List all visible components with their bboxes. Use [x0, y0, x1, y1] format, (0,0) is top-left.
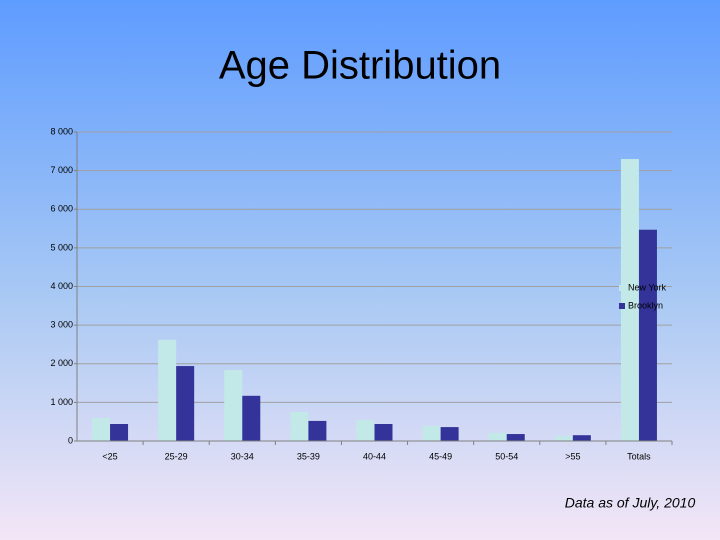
y-tick-label: 8 000 [50, 126, 73, 136]
bar [506, 434, 525, 441]
y-tick-label: 4 000 [50, 281, 73, 291]
y-tick-label: 0 [68, 435, 73, 445]
y-tick-label: 6 000 [50, 204, 73, 214]
bar [176, 366, 195, 441]
bar [488, 432, 507, 441]
bar [308, 420, 327, 441]
bar [356, 420, 375, 441]
legend-swatch [619, 303, 625, 309]
bar [110, 424, 129, 441]
x-tick-label: 50-54 [495, 451, 518, 461]
x-tick-label: 30-34 [231, 451, 254, 461]
legend-swatch [619, 285, 625, 291]
bar [638, 229, 657, 441]
x-tick-label: <25 [102, 451, 117, 461]
bar [158, 339, 177, 441]
y-tick-label: 1 000 [50, 397, 73, 407]
x-tick-label: 45-49 [429, 451, 452, 461]
bar [224, 369, 243, 441]
legend-label: New York [628, 282, 667, 292]
bar [374, 424, 393, 441]
bar [422, 425, 441, 441]
bar [554, 435, 573, 441]
x-tick-label: 35-39 [297, 451, 320, 461]
bar [572, 435, 591, 441]
bar [92, 417, 111, 441]
x-tick-label: 40-44 [363, 451, 386, 461]
annotation: Data as of July, 2010 [565, 495, 696, 511]
chart-title: Age Distribution [219, 44, 501, 88]
y-tick-label: 3 000 [50, 320, 73, 330]
bar [290, 412, 309, 441]
y-tick-label: 2 000 [50, 358, 73, 368]
x-tick-label: Totals [627, 451, 651, 461]
x-tick-label: >55 [565, 451, 580, 461]
x-tick-label: 25-29 [165, 451, 188, 461]
y-tick-label: 7 000 [50, 165, 73, 175]
y-tick-label: 5 000 [50, 242, 73, 252]
legend-label: Brooklyn [628, 300, 663, 310]
bar [620, 159, 639, 441]
bar [440, 427, 459, 441]
bar [242, 395, 261, 441]
